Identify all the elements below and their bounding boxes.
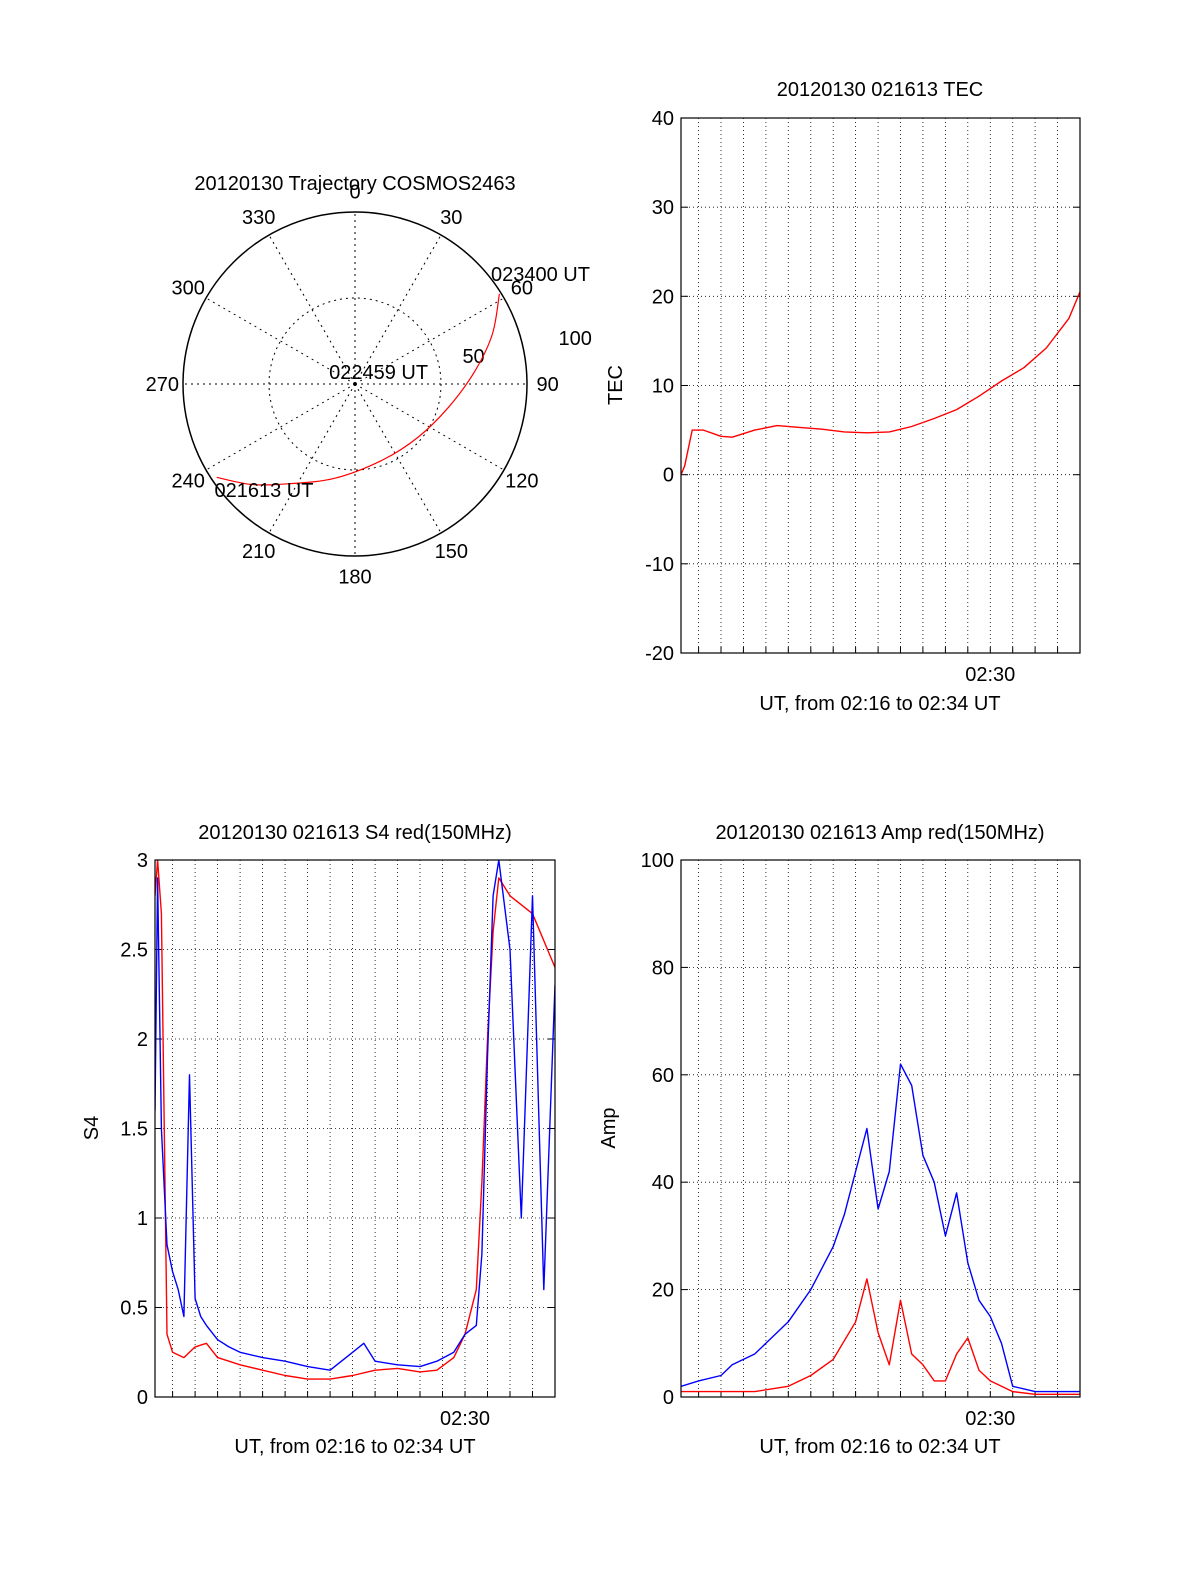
panel1-ytick-label: 0 [663,465,674,487]
polar-title: 20120130 Trajectory COSMOS2463 [194,173,515,195]
s4-ylabel: S4 [81,1116,103,1140]
time-annotation-1: 022459 UT [329,362,428,384]
panel3-xtick-label: 02:30 [965,1408,1015,1430]
time-annotation-2: 021613 UT [214,480,313,502]
azimuth-label-270: 270 [146,374,179,396]
panel3-frame [680,859,1081,1398]
amp-plot-area: 0 20 40 60 80 100 02:30 [641,850,1081,1430]
panel2-xtick-label: 02:30 [440,1408,490,1430]
azimuth-label-30: 30 [440,207,462,229]
panel1-xtick-label: 02:30 [965,664,1015,686]
tec-chart: 20120130 021613 TEC UT, from 02:16 to 02… [605,79,1081,715]
panel3-ytick-label: 40 [652,1172,674,1194]
amp-ylabel: Amp [598,1107,620,1148]
azimuth-label-330: 330 [242,207,275,229]
polar-spoke-60 [354,297,505,385]
amp-xlabel: UT, from 02:16 to 02:34 UT [759,1436,1000,1458]
panel3-ytick-label: 20 [652,1280,674,1302]
panel2-ytick-label: 1 [137,1208,148,1230]
azimuth-label-90: 90 [537,374,559,396]
amp-title: 20120130 021613 Amp red(150MHz) [715,822,1044,844]
panel1-ytick-label: -10 [645,554,674,576]
polar-spoke-240 [205,383,356,471]
panel1-ytick-label: 20 [652,286,674,308]
polar-spoke-300 [205,297,356,385]
azimuth-label-240: 240 [171,470,204,492]
panel3-ytick-label: 0 [663,1387,674,1409]
panel2-series-0 [155,860,555,1380]
panel3-series-group [681,1063,1080,1395]
azimuth-label-0: 0 [349,181,360,203]
tec-plot-area: -20 -10 0 10 20 30 40 02:30 [645,108,1081,686]
ring-label-100: 100 [559,328,592,350]
polar-spoke-330 [268,234,356,385]
trajectory-line [216,293,500,486]
tec-xlabel: UT, from 02:16 to 02:34 UT [759,693,1000,715]
time-annotation-0: 023400 UT [491,264,590,286]
panel2-series-group [155,860,555,1380]
polar-trajectory-chart: 20120130 Trajectory COSMOS2463 0 30 60 90 12… [146,173,592,589]
panel2-ytick-label: 3 [137,850,148,872]
polar-spoke-210 [268,383,356,534]
panel1-ytick-label: -20 [645,643,674,665]
ring-label-50: 50 [462,346,484,368]
polar-annotations: 023400 UT 022459 UT 021613 UT [214,264,589,502]
azimuth-label-150: 150 [435,541,468,563]
panel2-ytick-label: 0 [137,1387,148,1409]
panel1-ytick-label: 30 [652,197,674,219]
polar-grid [182,211,528,557]
polar-spoke-150 [354,383,442,534]
panel1-series-0 [681,291,1080,475]
tec-title: 20120130 021613 TEC [777,79,983,101]
s4-chart: 20120130 021613 S4 red(150MHz) UT, from … [81,822,556,1458]
panel1-frame [680,117,1081,654]
s4-plot-area: 0 0.5 1 1.5 2 2.5 3 02:30 [120,850,556,1430]
panel2-ytick-label: 2.5 [120,940,148,962]
panel1-ytick-label: 40 [652,108,674,130]
azimuth-label-180: 180 [338,567,371,589]
panel1-series-group [681,291,1080,475]
azimuth-label-120: 120 [505,470,538,492]
panel2-series-1 [155,860,555,1371]
s4-xlabel: UT, from 02:16 to 02:34 UT [234,1436,475,1458]
panel3-series-1 [681,1063,1080,1393]
azimuth-label-300: 300 [171,278,204,300]
panel3-series-0 [681,1278,1080,1395]
tec-ylabel: TEC [605,365,627,405]
azimuth-label-60: 60 [511,278,533,300]
panel3-ytick-label: 60 [652,1065,674,1087]
polar-azimuth-labels: 0 30 60 90 120 150 180 210 240 270 300 330 50 100 [146,181,592,588]
amp-chart: 20120130 021613 Amp red(150MHz) UT, from… [598,822,1081,1458]
azimuth-label-210: 210 [242,541,275,563]
panel3-ytick-label: 100 [641,850,674,872]
s4-title: 20120130 021613 S4 red(150MHz) [198,822,512,844]
polar-spoke-30 [354,234,442,385]
panel1-ytick-label: 10 [652,376,674,398]
panel2-frame [154,859,556,1398]
panel2-ytick-label: 0.5 [120,1298,148,1320]
panel3-ytick-label: 80 [652,957,674,979]
panel2-ytick-label: 2 [137,1029,148,1051]
polar-outer-ring [182,211,528,557]
panel2-ytick-label: 1.5 [120,1119,148,1141]
